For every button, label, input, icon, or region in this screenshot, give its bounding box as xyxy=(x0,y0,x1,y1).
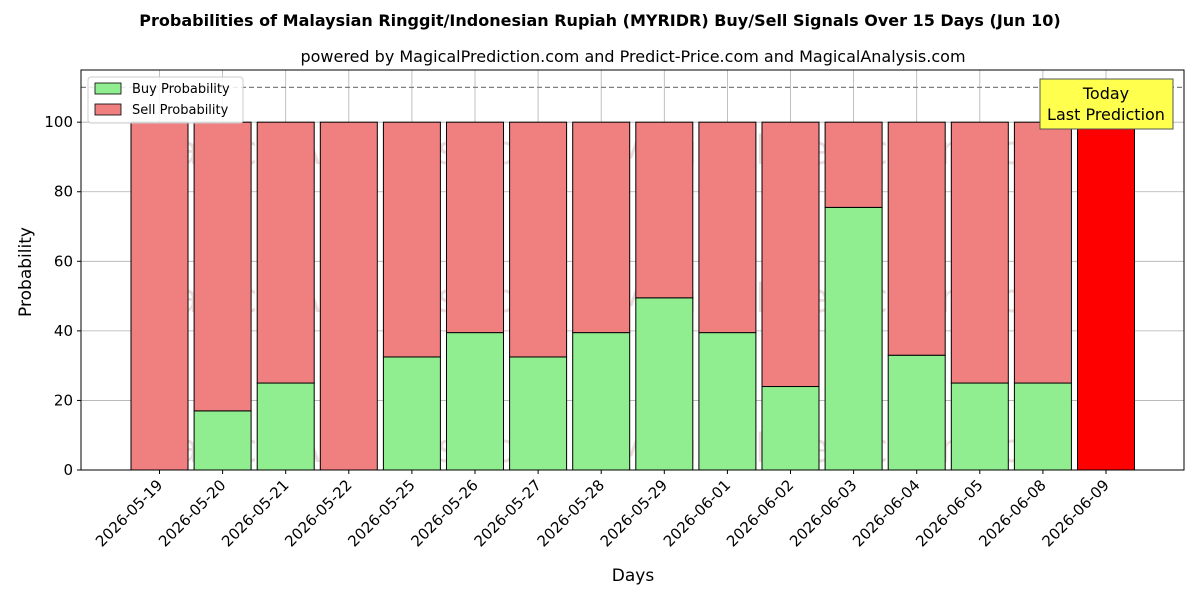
bar-sell xyxy=(1013,121,1072,384)
bar-buy xyxy=(761,386,820,471)
bar-sell xyxy=(446,121,504,334)
bar-sell xyxy=(319,121,378,471)
legend: Buy Probability Sell Probability xyxy=(87,76,244,124)
bar-buy xyxy=(950,382,1009,471)
bar-buy xyxy=(698,332,757,471)
bar-sell xyxy=(572,121,631,334)
legend-label-sell: Sell Probability xyxy=(132,103,229,118)
bar-sell xyxy=(509,121,568,358)
x-tick-label: 2026-06-04 xyxy=(849,476,923,550)
bar-sell xyxy=(635,121,694,299)
x-tick-label: 2026-05-20 xyxy=(155,476,229,550)
bar-sell-highlight xyxy=(1077,121,1135,471)
x-tick-label: 2026-06-09 xyxy=(1038,476,1112,550)
y-tick-label: 0 xyxy=(63,461,73,479)
legend-label-buy: Buy Probability xyxy=(132,82,230,97)
chart-title: Probabilities of Malaysian Ringgit/Indon… xyxy=(139,11,1060,30)
y-tick-label: 60 xyxy=(54,252,73,270)
bar-buy xyxy=(824,206,883,471)
x-axis-ticks: 2026-05-192026-05-202026-05-212026-05-22… xyxy=(92,470,1113,550)
bar-sell xyxy=(950,121,1009,384)
y-tick-label: 20 xyxy=(54,391,73,409)
x-tick-label: 2026-05-22 xyxy=(281,476,355,550)
y-axis-label: Probability xyxy=(16,227,36,317)
bar-sell xyxy=(698,121,757,334)
legend-swatch-buy xyxy=(94,82,122,95)
x-tick-label: 2026-06-08 xyxy=(975,476,1049,550)
bar-buy xyxy=(256,382,315,471)
bar-sell xyxy=(193,121,252,412)
plot-frame xyxy=(80,69,1185,471)
x-tick-label: 2026-06-03 xyxy=(786,476,860,550)
bar-buy xyxy=(382,356,441,471)
x-tick-label: 2026-06-05 xyxy=(912,476,986,550)
chart-subtitle: powered by MagicalPrediction.com and Pre… xyxy=(300,47,965,66)
x-tick-label: 2026-06-02 xyxy=(723,476,797,550)
x-axis-label: Days xyxy=(612,566,655,586)
legend-swatch-sell xyxy=(94,103,122,116)
bar-buy xyxy=(572,332,631,471)
x-tick-label: 2026-06-01 xyxy=(660,476,734,550)
x-tick-label: 2026-05-19 xyxy=(92,476,166,550)
y-tick-label: 40 xyxy=(54,322,73,340)
y-axis-ticks: 0 20 40 60 80 100 xyxy=(44,113,81,479)
bar-buy xyxy=(887,354,946,471)
x-tick-label: 2026-05-27 xyxy=(471,476,545,550)
bar-buy xyxy=(635,297,694,471)
bar-buy xyxy=(446,332,504,471)
bar-sell xyxy=(382,121,441,358)
bar-buy xyxy=(509,356,568,471)
bars xyxy=(130,121,1135,471)
today-annotation: Today Last Prediction xyxy=(1039,78,1174,130)
bar-sell xyxy=(761,121,820,388)
x-tick-label: 2026-05-21 xyxy=(218,476,292,550)
x-tick-label: 2026-05-29 xyxy=(597,476,671,550)
bar-buy xyxy=(1013,382,1072,471)
bar-sell xyxy=(130,121,189,471)
x-tick-label: 2026-05-25 xyxy=(344,476,418,550)
y-tick-label: 80 xyxy=(54,183,73,201)
annotation-line-2: Last Prediction xyxy=(1047,105,1165,124)
annotation-box xyxy=(1039,78,1174,130)
legend-box xyxy=(87,76,244,124)
bar-sell xyxy=(887,121,946,356)
bar-sell xyxy=(256,121,315,384)
x-tick-label: 2026-05-26 xyxy=(407,476,481,550)
bar-buy xyxy=(193,410,252,471)
bar-sell xyxy=(824,121,883,208)
y-tick-label: 100 xyxy=(44,113,73,131)
x-tick-label: 2026-05-28 xyxy=(534,476,608,550)
annotation-line-1: Today xyxy=(1082,84,1129,103)
